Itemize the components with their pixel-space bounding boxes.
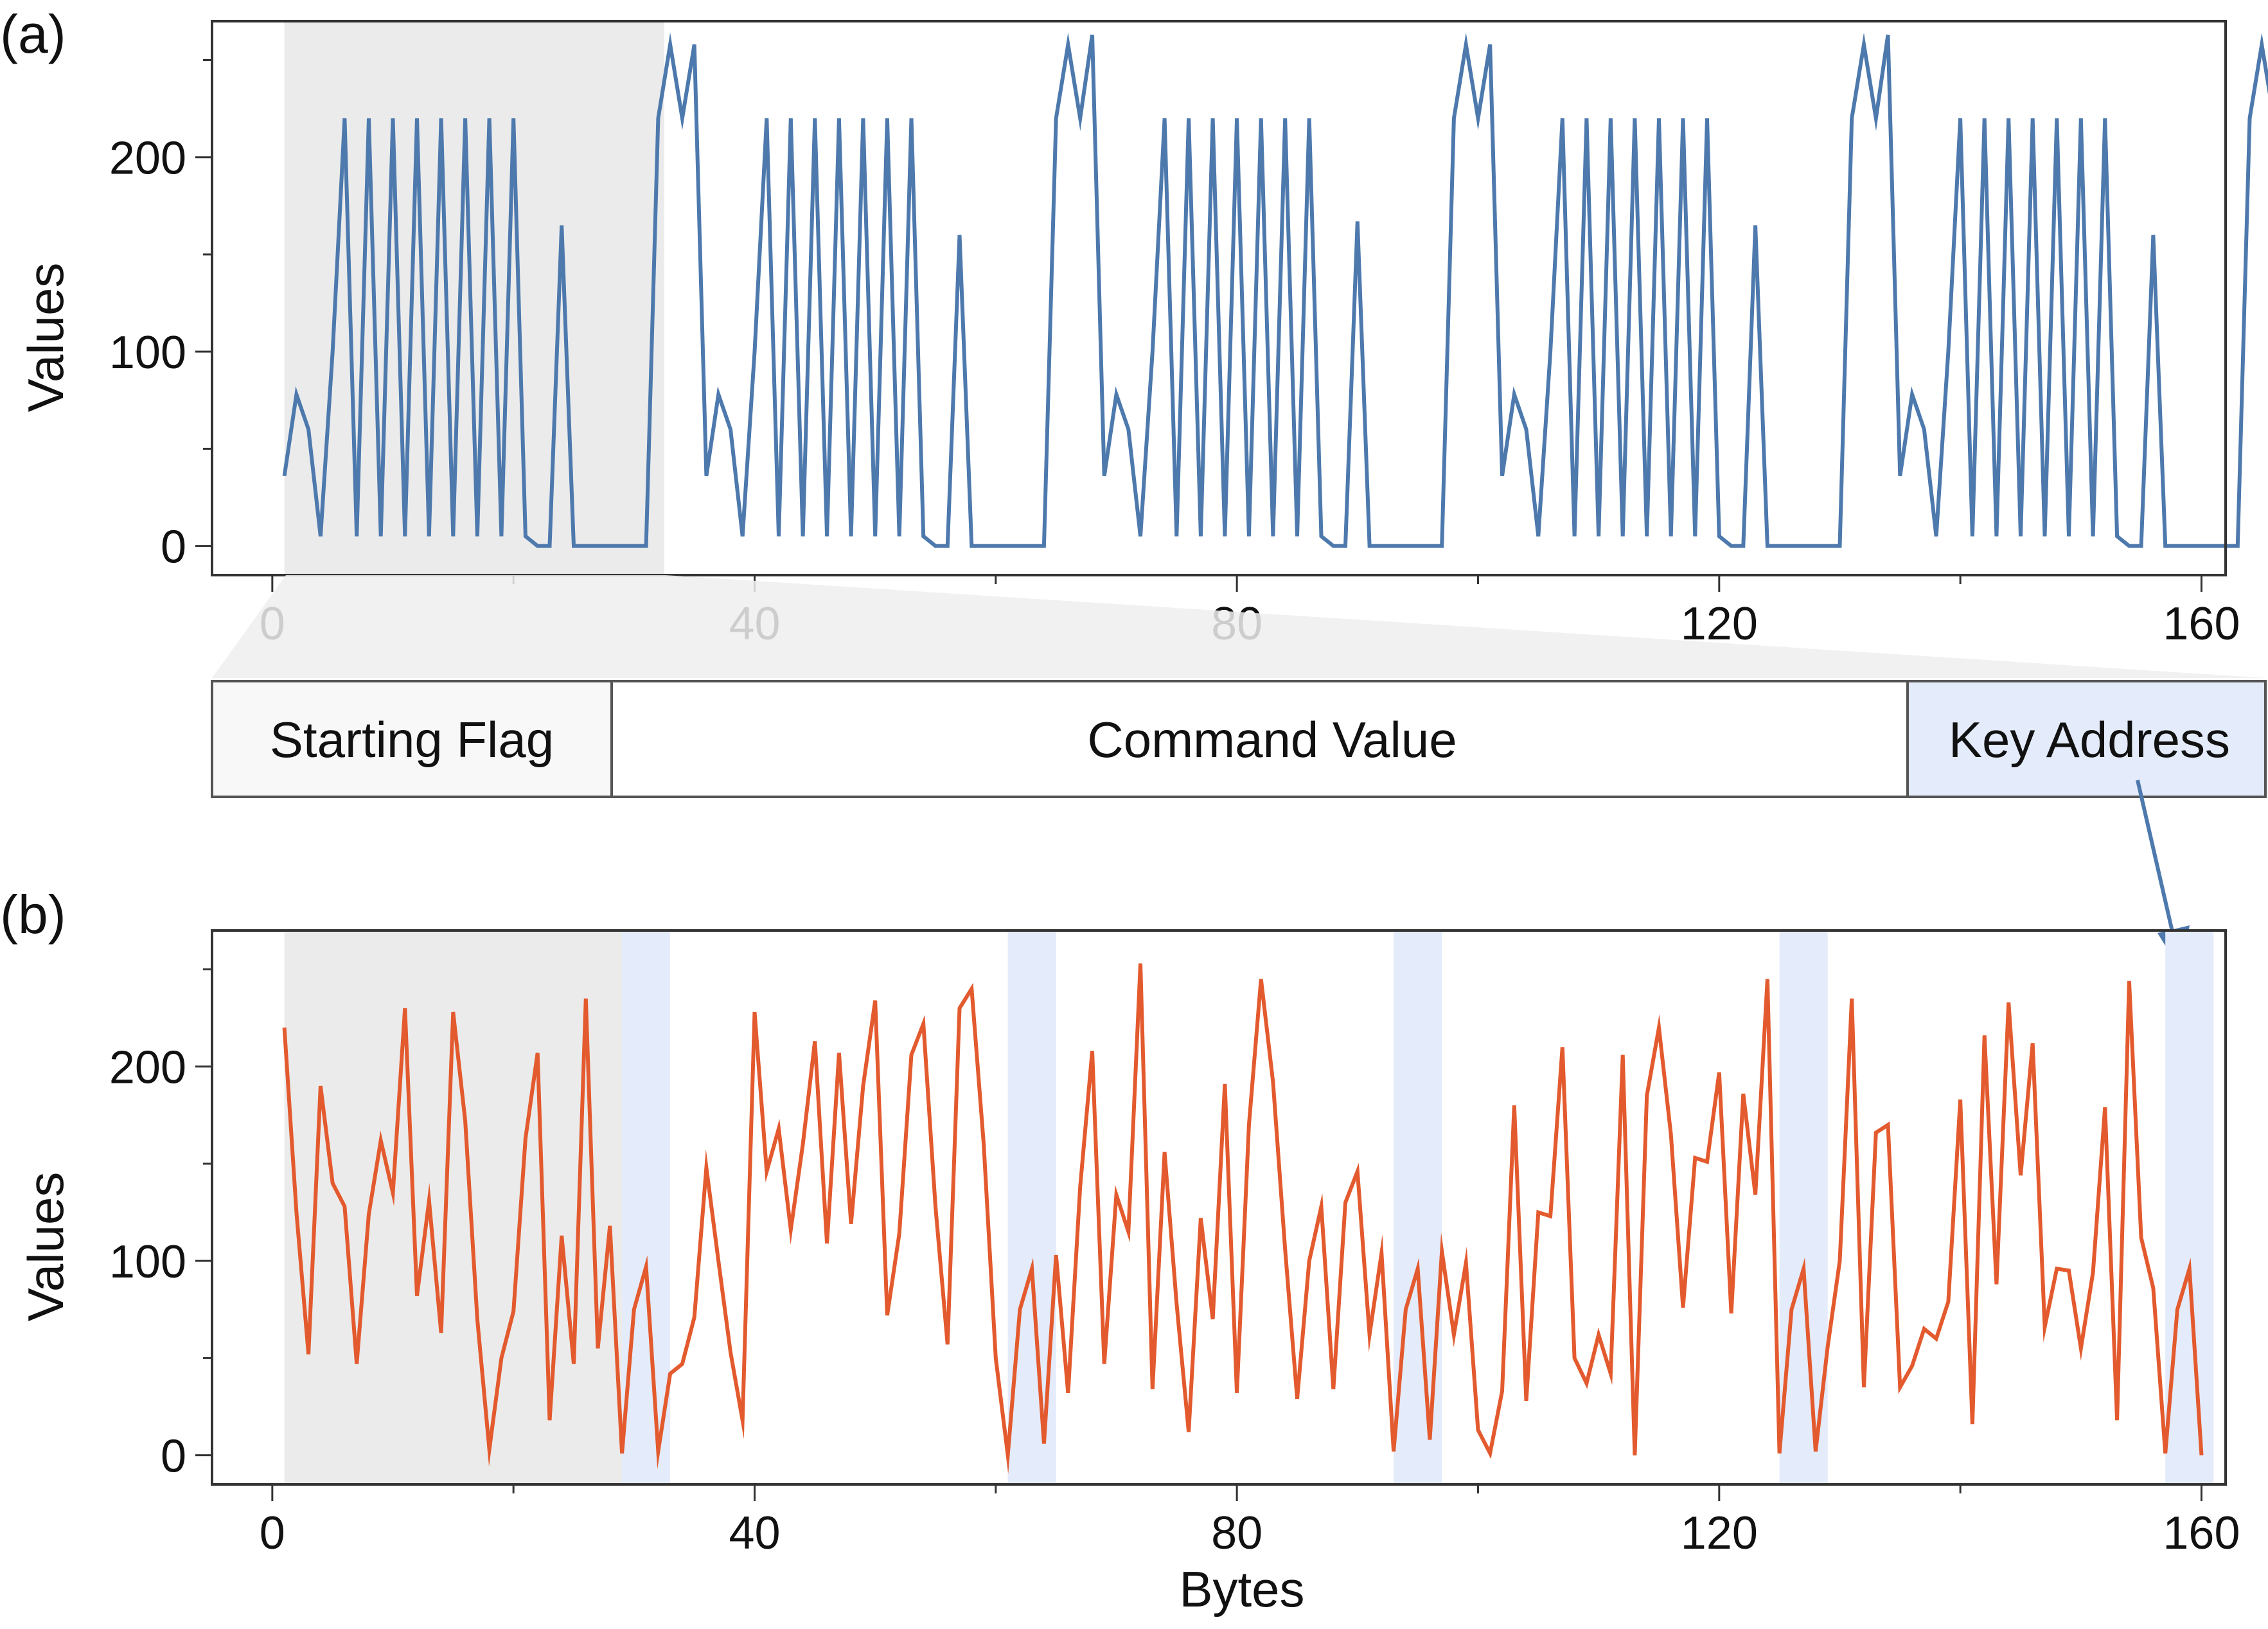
command-value-label: Command Value [1087, 711, 1457, 768]
panel-a-y-tick-label: 0 [161, 522, 186, 573]
panel-b-key-address-region [2165, 930, 2214, 1484]
panel-a-plot-frame [211, 20, 2227, 576]
panel-b-key-address-region [1007, 930, 1056, 1484]
panel-b-plot-frame [211, 929, 2227, 1486]
panel-a-series-line [282, 32, 2268, 548]
panel-a-y-tick-label: 200 [109, 133, 186, 184]
command-value-box [610, 680, 1909, 798]
panel-b-x-tick-label: 120 [1681, 1508, 1758, 1559]
panel-b-y-tick-label: 100 [109, 1236, 186, 1288]
panel-b-label: (b) [0, 884, 66, 945]
panel-b-chart: 0 40 80 120 160 0 100 200 (b) Values Bytes [0, 884, 2240, 1617]
starting-flag-box [211, 680, 613, 798]
panel-b-key-address-region [1394, 930, 1442, 1484]
panel-b-x-tick-label: 80 [1211, 1508, 1262, 1559]
panel-b-series-line [282, 963, 2204, 1474]
panel-b-y-tick-label: 0 [161, 1431, 186, 1482]
starting-flag-label: Starting Flag [270, 711, 554, 768]
panel-a-y-axis-title: Values [17, 263, 74, 413]
panel-b-key-address-region [1779, 930, 1828, 1484]
panel-b-x-tick-label: 40 [729, 1508, 780, 1559]
key-address-label: Key Address [1949, 711, 2230, 768]
zoom-wedge [212, 575, 2265, 678]
panel-a-x-tick-label: 160 [2163, 598, 2240, 650]
panel-b-y-tick-label: 200 [109, 1042, 186, 1094]
panel-b-x-axis-title: Bytes [1179, 1561, 1304, 1617]
panel-b-key-address-region [622, 930, 671, 1484]
panel-b-y-axis-title: Values [17, 1172, 74, 1322]
panel-a-y-tick-label: 100 [109, 327, 186, 378]
panel-b-x-tick-label: 0 [260, 1508, 285, 1559]
packet-structure-bar: Starting Flag Command Value Key Address [211, 680, 2267, 798]
panel-a-label: (a) [0, 4, 66, 64]
key-address-box [1906, 680, 2267, 798]
panel-b-x-tick-label: 160 [2163, 1508, 2240, 1559]
panel-a-x-tick-label: 120 [1681, 598, 1758, 650]
